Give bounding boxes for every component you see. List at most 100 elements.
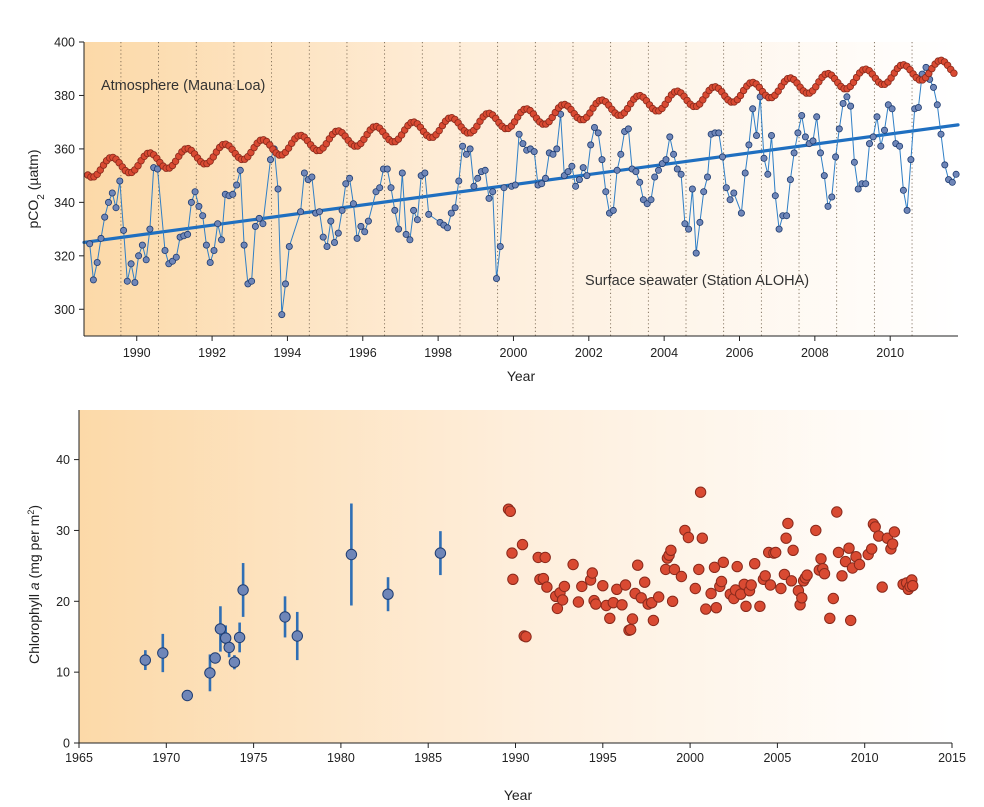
chlorophyll-aloha-point xyxy=(675,570,688,583)
chlorophyll-aloha-point xyxy=(635,592,647,604)
seawater-point xyxy=(719,153,727,161)
chlorophyll-aloha-point xyxy=(616,599,628,611)
seawater-point xyxy=(376,184,384,192)
chlorophyll-early-point xyxy=(223,641,235,654)
seawater-point xyxy=(135,252,143,260)
seawater-point xyxy=(123,277,131,285)
chlorophyll-aloha-point xyxy=(764,579,777,591)
seawater-point xyxy=(395,225,403,233)
seawater-point xyxy=(413,216,421,224)
seawater-point xyxy=(308,173,316,181)
seawater-point xyxy=(251,222,259,230)
atmosphere-point xyxy=(950,69,958,77)
seawater-point xyxy=(330,238,338,246)
seawater-point xyxy=(632,168,640,176)
pco2-x-axis-label: Year xyxy=(507,368,536,384)
chlorophyll-early-point xyxy=(214,623,227,635)
seawater-point xyxy=(353,234,361,242)
seawater-point xyxy=(398,169,406,177)
seawater-point xyxy=(406,236,414,244)
seawater-point xyxy=(511,181,519,189)
chlorophyll-aloha-point xyxy=(839,555,852,568)
chlorophyll-y-tick-label: 10 xyxy=(56,666,70,680)
seawater-point xyxy=(726,196,734,204)
seawater-point xyxy=(255,214,263,222)
seawater-annotation: Surface seawater (Station ALOHA) xyxy=(585,273,809,289)
chlorophyll-early-point xyxy=(345,548,358,561)
chlorophyll-aloha-point xyxy=(886,538,899,550)
seawater-point xyxy=(187,198,195,206)
seawater-point xyxy=(888,105,896,113)
seawater-point xyxy=(142,256,150,264)
chlorophyll-aloha-point xyxy=(836,570,848,582)
chlorophyll-aloha-point xyxy=(705,587,717,600)
chlorophyll-aloha-point xyxy=(845,614,857,627)
seawater-point xyxy=(217,236,225,244)
seawater-point xyxy=(564,168,572,176)
pco2-y-tick-label: 320 xyxy=(54,249,75,263)
chlorophyll-aloha-point xyxy=(770,546,782,559)
chlorophyll-early-point xyxy=(157,647,169,659)
seawater-point xyxy=(496,242,504,250)
seawater-point xyxy=(184,230,192,238)
seawater-point xyxy=(153,165,161,173)
seawater-point xyxy=(146,225,154,233)
chlorophyll-aloha-point xyxy=(539,551,551,564)
seawater-point xyxy=(161,246,169,254)
seawater-point xyxy=(866,140,874,148)
chlorophyll-early-point xyxy=(181,689,194,702)
seawater-point xyxy=(112,204,120,212)
seawater-point xyxy=(937,130,945,138)
chlorophyll-aloha-point xyxy=(815,553,827,565)
seawater-point xyxy=(783,212,791,220)
seawater-point xyxy=(361,228,369,236)
chlorophyll-aloha-point xyxy=(693,563,705,576)
seawater-point xyxy=(741,169,749,177)
seawater-point xyxy=(120,226,128,234)
chlorophyll-early-point xyxy=(434,547,447,559)
seawater-point xyxy=(662,156,670,164)
seawater-point xyxy=(753,131,761,139)
seawater-point xyxy=(474,174,482,182)
chlorophyll-aloha-point xyxy=(572,596,585,608)
chlorophyll-aloha-point xyxy=(824,612,836,624)
seawater-point xyxy=(801,133,809,141)
seawater-point xyxy=(191,188,199,196)
seawater-point xyxy=(108,189,116,197)
chlorophyll-aloha-point xyxy=(696,532,708,544)
chlorophyll-aloha-point xyxy=(665,544,677,556)
chlorophyll-x-tick-label: 2000 xyxy=(676,751,704,765)
seawater-point xyxy=(817,149,825,157)
seawater-point xyxy=(248,277,256,285)
pco2-series xyxy=(82,56,960,319)
chlorophyll-x-tick-label: 2005 xyxy=(763,751,791,765)
seawater-point xyxy=(410,206,418,214)
chlorophyll-x-tick-label: 2015 xyxy=(938,751,966,765)
chl-y-label-italic: a xyxy=(26,582,42,590)
seawater-point xyxy=(425,210,433,218)
chlorophyll-aloha-point xyxy=(715,575,728,588)
seawater-point xyxy=(835,125,843,133)
seawater-point xyxy=(327,217,335,225)
chlorophyll-aloha-point xyxy=(888,526,901,538)
chlorophyll-early-point xyxy=(382,588,394,600)
seawater-point xyxy=(617,150,625,158)
chlorophyll-x-tick-label: 1995 xyxy=(589,751,617,765)
seawater-point xyxy=(515,130,523,138)
chlorophyll-aloha-point xyxy=(832,546,845,559)
chlorophyll-aloha-point xyxy=(586,567,598,579)
chlorophyll-aloha-point xyxy=(506,547,518,559)
seawater-point xyxy=(500,184,508,192)
seawater-point xyxy=(881,126,889,134)
chlorophyll-early-point xyxy=(279,611,291,623)
seawater-point xyxy=(89,276,97,284)
seawater-point xyxy=(850,158,858,166)
chlorophyll-aloha-point xyxy=(700,603,712,615)
chlorophyll-aloha-point xyxy=(626,613,639,625)
seawater-point xyxy=(455,177,463,185)
seawater-point xyxy=(334,229,342,237)
chlorophyll-aloha-point xyxy=(740,600,752,612)
chlorophyll-aloha-point xyxy=(775,582,787,595)
seawater-point xyxy=(613,166,621,174)
seawater-point xyxy=(839,100,847,108)
